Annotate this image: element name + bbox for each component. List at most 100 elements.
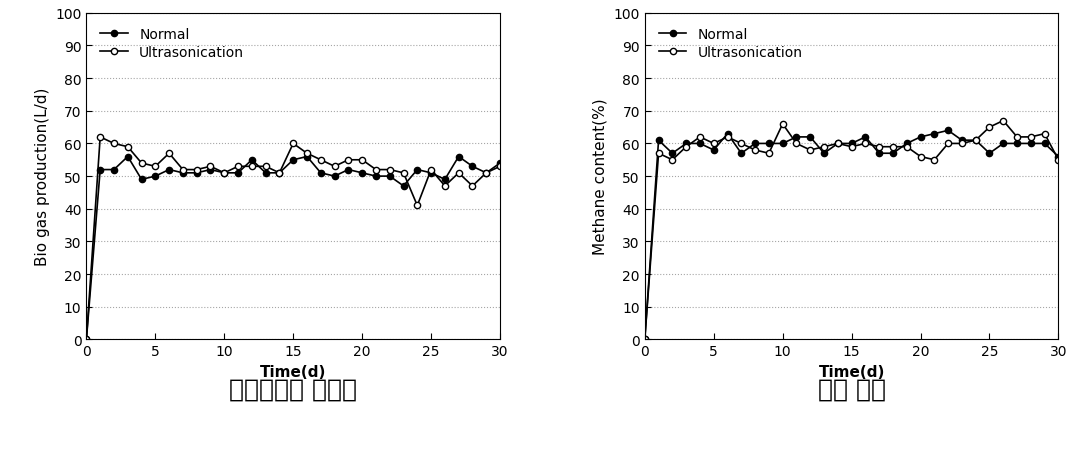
- Normal: [1024, 141, 1037, 147]
- Normal: [777, 141, 789, 147]
- Ultrasonication: [80, 337, 93, 342]
- Ultrasonication: [901, 145, 914, 150]
- Normal: [748, 141, 761, 147]
- Ultrasonication: [1052, 158, 1065, 163]
- Normal: [762, 141, 775, 147]
- Normal: [438, 177, 451, 183]
- Ultrasonication: [1038, 132, 1051, 137]
- Ultrasonication: [94, 135, 107, 140]
- Ultrasonication: [914, 154, 927, 160]
- Normal: [163, 168, 176, 173]
- Ultrasonication: [286, 141, 299, 147]
- Ultrasonication: [259, 164, 272, 170]
- Ultrasonication: [163, 151, 176, 157]
- Normal: [638, 337, 651, 342]
- Normal: [721, 132, 734, 137]
- Ultrasonication: [679, 145, 692, 150]
- Normal: [873, 151, 886, 157]
- Ultrasonication: [494, 164, 507, 170]
- Ultrasonication: [873, 145, 886, 150]
- Ultrasonication: [231, 164, 244, 170]
- Normal: [997, 141, 1010, 147]
- Normal: [928, 132, 941, 137]
- Normal: [453, 154, 465, 160]
- Ultrasonication: [666, 158, 679, 163]
- Normal: [804, 135, 816, 140]
- X-axis label: Time(d): Time(d): [819, 364, 885, 379]
- Ultrasonication: [383, 168, 396, 173]
- Ultrasonication: [652, 151, 665, 157]
- Legend: Normal, Ultrasonication: Normal, Ultrasonication: [93, 21, 252, 67]
- Normal: [410, 168, 423, 173]
- Normal: [789, 135, 802, 140]
- Normal: [1038, 141, 1051, 147]
- Ultrasonication: [942, 141, 955, 147]
- Normal: [494, 161, 507, 167]
- Ultrasonication: [424, 168, 437, 173]
- Line: Normal: Normal: [83, 154, 503, 343]
- Ultrasonication: [734, 141, 747, 147]
- Normal: [734, 151, 747, 157]
- Ultrasonication: [465, 184, 478, 189]
- Text: 메탄 함량: 메탄 함량: [818, 376, 886, 400]
- Ultrasonication: [1011, 135, 1024, 140]
- Ultrasonication: [832, 141, 845, 147]
- Ultrasonication: [273, 171, 286, 176]
- Normal: [355, 171, 368, 176]
- Normal: [465, 164, 478, 170]
- Legend: Normal, Ultrasonication: Normal, Ultrasonication: [651, 21, 810, 67]
- Ultrasonication: [748, 148, 761, 153]
- Ultrasonication: [369, 168, 382, 173]
- Ultrasonication: [789, 141, 802, 147]
- Ultrasonication: [859, 141, 872, 147]
- Ultrasonication: [707, 141, 720, 147]
- Ultrasonication: [218, 171, 231, 176]
- Normal: [693, 141, 706, 147]
- Ultrasonication: [204, 164, 217, 170]
- Normal: [94, 168, 107, 173]
- Normal: [149, 174, 162, 179]
- Normal: [818, 151, 831, 157]
- Normal: [832, 141, 845, 147]
- Ultrasonication: [969, 138, 982, 144]
- Normal: [859, 135, 872, 140]
- Normal: [342, 168, 355, 173]
- Normal: [652, 138, 665, 144]
- Ultrasonication: [693, 135, 706, 140]
- Normal: [259, 171, 272, 176]
- Normal: [942, 129, 955, 134]
- Normal: [80, 337, 93, 342]
- Ultrasonication: [176, 168, 189, 173]
- Ultrasonication: [887, 145, 900, 150]
- Ultrasonication: [956, 141, 969, 147]
- Ultrasonication: [438, 184, 451, 189]
- Normal: [969, 138, 982, 144]
- Normal: [108, 168, 121, 173]
- Ultrasonication: [300, 151, 313, 157]
- Ultrasonication: [453, 171, 465, 176]
- Normal: [190, 171, 203, 176]
- Normal: [956, 138, 969, 144]
- Ultrasonication: [355, 158, 368, 163]
- Ultrasonication: [777, 122, 789, 127]
- Normal: [679, 141, 692, 147]
- Normal: [204, 168, 217, 173]
- Normal: [383, 174, 396, 179]
- Ultrasonication: [397, 171, 410, 176]
- Ultrasonication: [638, 337, 651, 342]
- Ultrasonication: [121, 145, 134, 150]
- Text: 바이오가스 발생량: 바이오가스 발생량: [229, 376, 357, 400]
- Ultrasonication: [108, 141, 121, 147]
- Normal: [273, 171, 286, 176]
- Ultrasonication: [480, 171, 492, 176]
- Ultrasonication: [846, 145, 859, 150]
- Ultrasonication: [928, 158, 941, 163]
- Normal: [707, 148, 720, 153]
- Normal: [846, 141, 859, 147]
- Ultrasonication: [314, 158, 327, 163]
- Normal: [983, 151, 996, 157]
- Line: Ultrasonication: Ultrasonication: [83, 134, 503, 343]
- Normal: [369, 174, 382, 179]
- Normal: [300, 154, 313, 160]
- Ultrasonication: [983, 125, 996, 130]
